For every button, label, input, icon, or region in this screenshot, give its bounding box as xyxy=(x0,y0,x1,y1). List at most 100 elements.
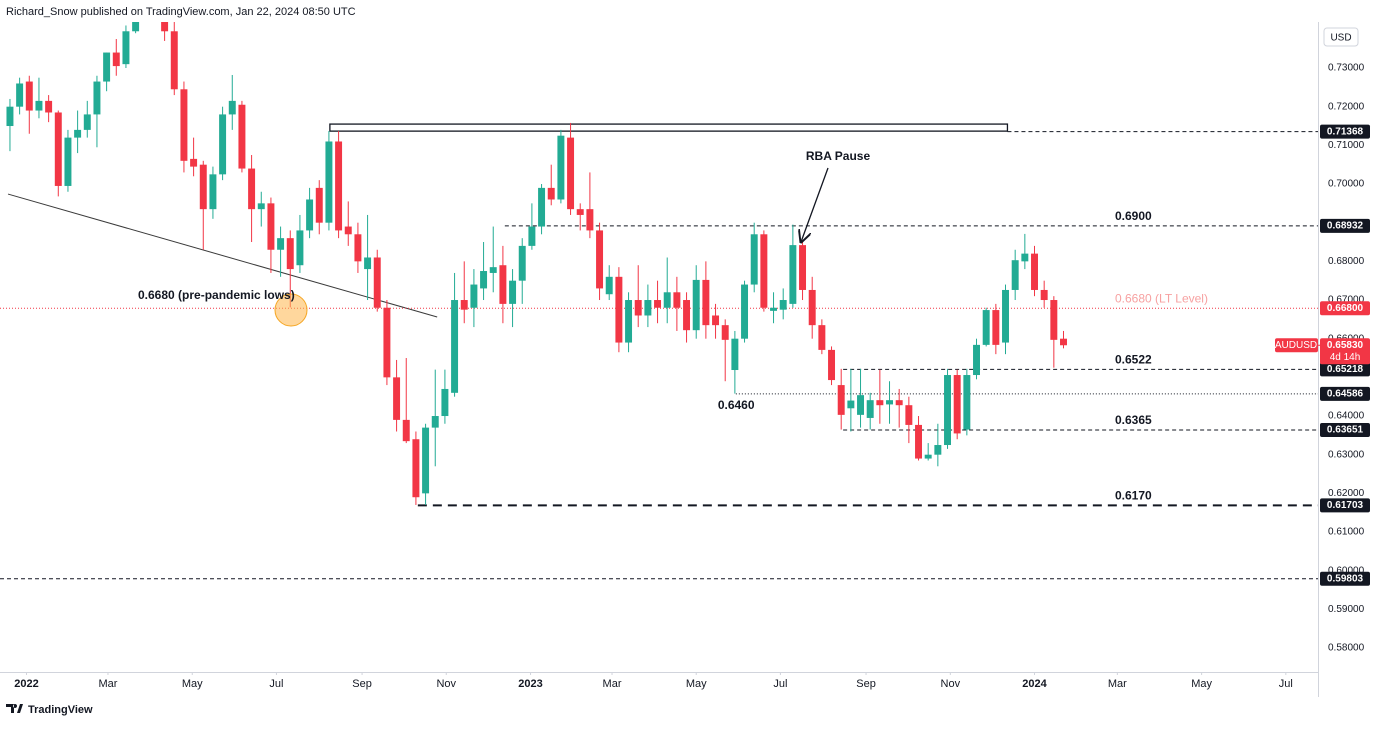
candle-body xyxy=(112,52,120,67)
y-tick-label: 0.58000 xyxy=(1328,643,1365,654)
candle-body xyxy=(799,245,807,290)
candle-body xyxy=(808,289,816,326)
x-tick-label: Jul xyxy=(773,678,787,690)
candle-body xyxy=(228,100,236,115)
last-price-box xyxy=(1320,338,1370,365)
candle-body xyxy=(441,388,449,417)
highlight-circle xyxy=(274,293,308,327)
price-label-box xyxy=(1320,124,1370,139)
price-axis: 0.73000 0.72000 0.71000 0.70000 0.68000 0.670… xyxy=(1275,63,1370,654)
countdown: 4d 14h xyxy=(1330,352,1361,363)
candle-body xyxy=(199,164,207,210)
candle-body xyxy=(702,279,710,326)
candle-body xyxy=(1021,253,1029,262)
candle-body xyxy=(122,31,130,65)
candle-body xyxy=(412,439,420,498)
candle-body xyxy=(528,226,536,246)
candle-body xyxy=(605,276,613,295)
price-label-box xyxy=(1320,218,1370,233)
x-tick-label: Nov xyxy=(941,678,961,690)
price-label-box xyxy=(1320,386,1370,401)
level-note: 0.6365 xyxy=(1115,413,1152,427)
y-tick-label: 0.72000 xyxy=(1328,101,1365,112)
price-label-box xyxy=(1320,498,1370,513)
candle-body xyxy=(547,187,555,200)
candle-body xyxy=(6,106,14,127)
x-tick-label: 2023 xyxy=(518,678,542,690)
plot xyxy=(0,22,1318,580)
y-tick-label: 0.63000 xyxy=(1328,449,1365,460)
candle-body xyxy=(837,385,845,415)
candle-body xyxy=(934,445,942,455)
price-label: 0.59803 xyxy=(1327,573,1364,584)
candle-body xyxy=(16,83,24,107)
candle-body xyxy=(973,344,980,376)
candle-body xyxy=(74,129,82,138)
candle-body xyxy=(596,230,604,289)
x-tick-label: Mar xyxy=(1108,678,1127,690)
candle-body xyxy=(509,280,517,304)
x-tick-label: May xyxy=(1191,678,1212,690)
candle-body xyxy=(248,168,256,210)
price-label: 0.64586 xyxy=(1327,389,1364,400)
last-price-label: 0.65830 xyxy=(1327,340,1364,351)
x-tick-label: Sep xyxy=(352,678,372,690)
candle-body xyxy=(45,100,53,113)
candle-body xyxy=(306,199,314,231)
candle-body xyxy=(93,81,101,115)
candle-body xyxy=(83,114,91,130)
candle-body xyxy=(538,187,546,227)
candle-body xyxy=(982,310,990,345)
annotation: RBA Pause xyxy=(806,149,871,163)
candle-body xyxy=(286,238,294,270)
y-tick-label: 0.61000 xyxy=(1328,527,1365,538)
price-label-box xyxy=(1320,571,1370,586)
candle-body xyxy=(741,284,749,339)
candle-body xyxy=(238,104,246,169)
level-note: 0.6680 (LT Level) xyxy=(1115,291,1208,305)
candle-body xyxy=(944,375,951,446)
price-label: 0.65218 xyxy=(1327,364,1364,375)
candle-body xyxy=(557,135,565,200)
candle-body xyxy=(857,395,865,415)
price-label: 0.66800 xyxy=(1327,303,1364,314)
x-tick-label: Jul xyxy=(269,678,283,690)
candle-body xyxy=(663,292,671,308)
candle-body xyxy=(364,257,372,270)
candle-body xyxy=(518,245,526,281)
symbol-box xyxy=(1275,338,1318,353)
candle-body xyxy=(963,375,971,430)
candle-body xyxy=(750,234,758,285)
candle-body xyxy=(180,89,188,161)
candle-body xyxy=(1002,289,1009,343)
x-tick-label: Jul xyxy=(1279,678,1293,690)
candle-body xyxy=(924,454,932,459)
level-note: 0.6460 xyxy=(718,398,755,412)
candle-body xyxy=(315,187,323,223)
price-label-box xyxy=(1320,301,1370,316)
candle-body xyxy=(760,234,768,308)
candle-body xyxy=(992,310,1000,345)
x-tick-label: May xyxy=(686,678,707,690)
level-note: 0.6900 xyxy=(1115,209,1152,223)
candle-body xyxy=(54,112,62,186)
currency-box xyxy=(1323,27,1359,47)
candle-body xyxy=(1050,300,1058,340)
candle-body xyxy=(257,203,265,210)
candle-body xyxy=(480,271,488,289)
candle-body xyxy=(373,257,381,308)
zone-box xyxy=(329,123,1009,132)
logo xyxy=(6,704,23,713)
candle-body xyxy=(1011,260,1019,290)
price-label-box xyxy=(1320,362,1370,377)
candle-body xyxy=(499,265,507,304)
price-label: 0.68932 xyxy=(1327,220,1364,231)
y-tick-label: 0.67000 xyxy=(1328,295,1365,306)
candle-body xyxy=(460,300,468,310)
price-label: 0.71368 xyxy=(1327,126,1364,137)
candle-body xyxy=(866,400,874,418)
candle-body xyxy=(335,141,343,231)
candle-body xyxy=(625,300,633,343)
candle-body xyxy=(64,137,72,186)
candle-body xyxy=(586,209,594,231)
